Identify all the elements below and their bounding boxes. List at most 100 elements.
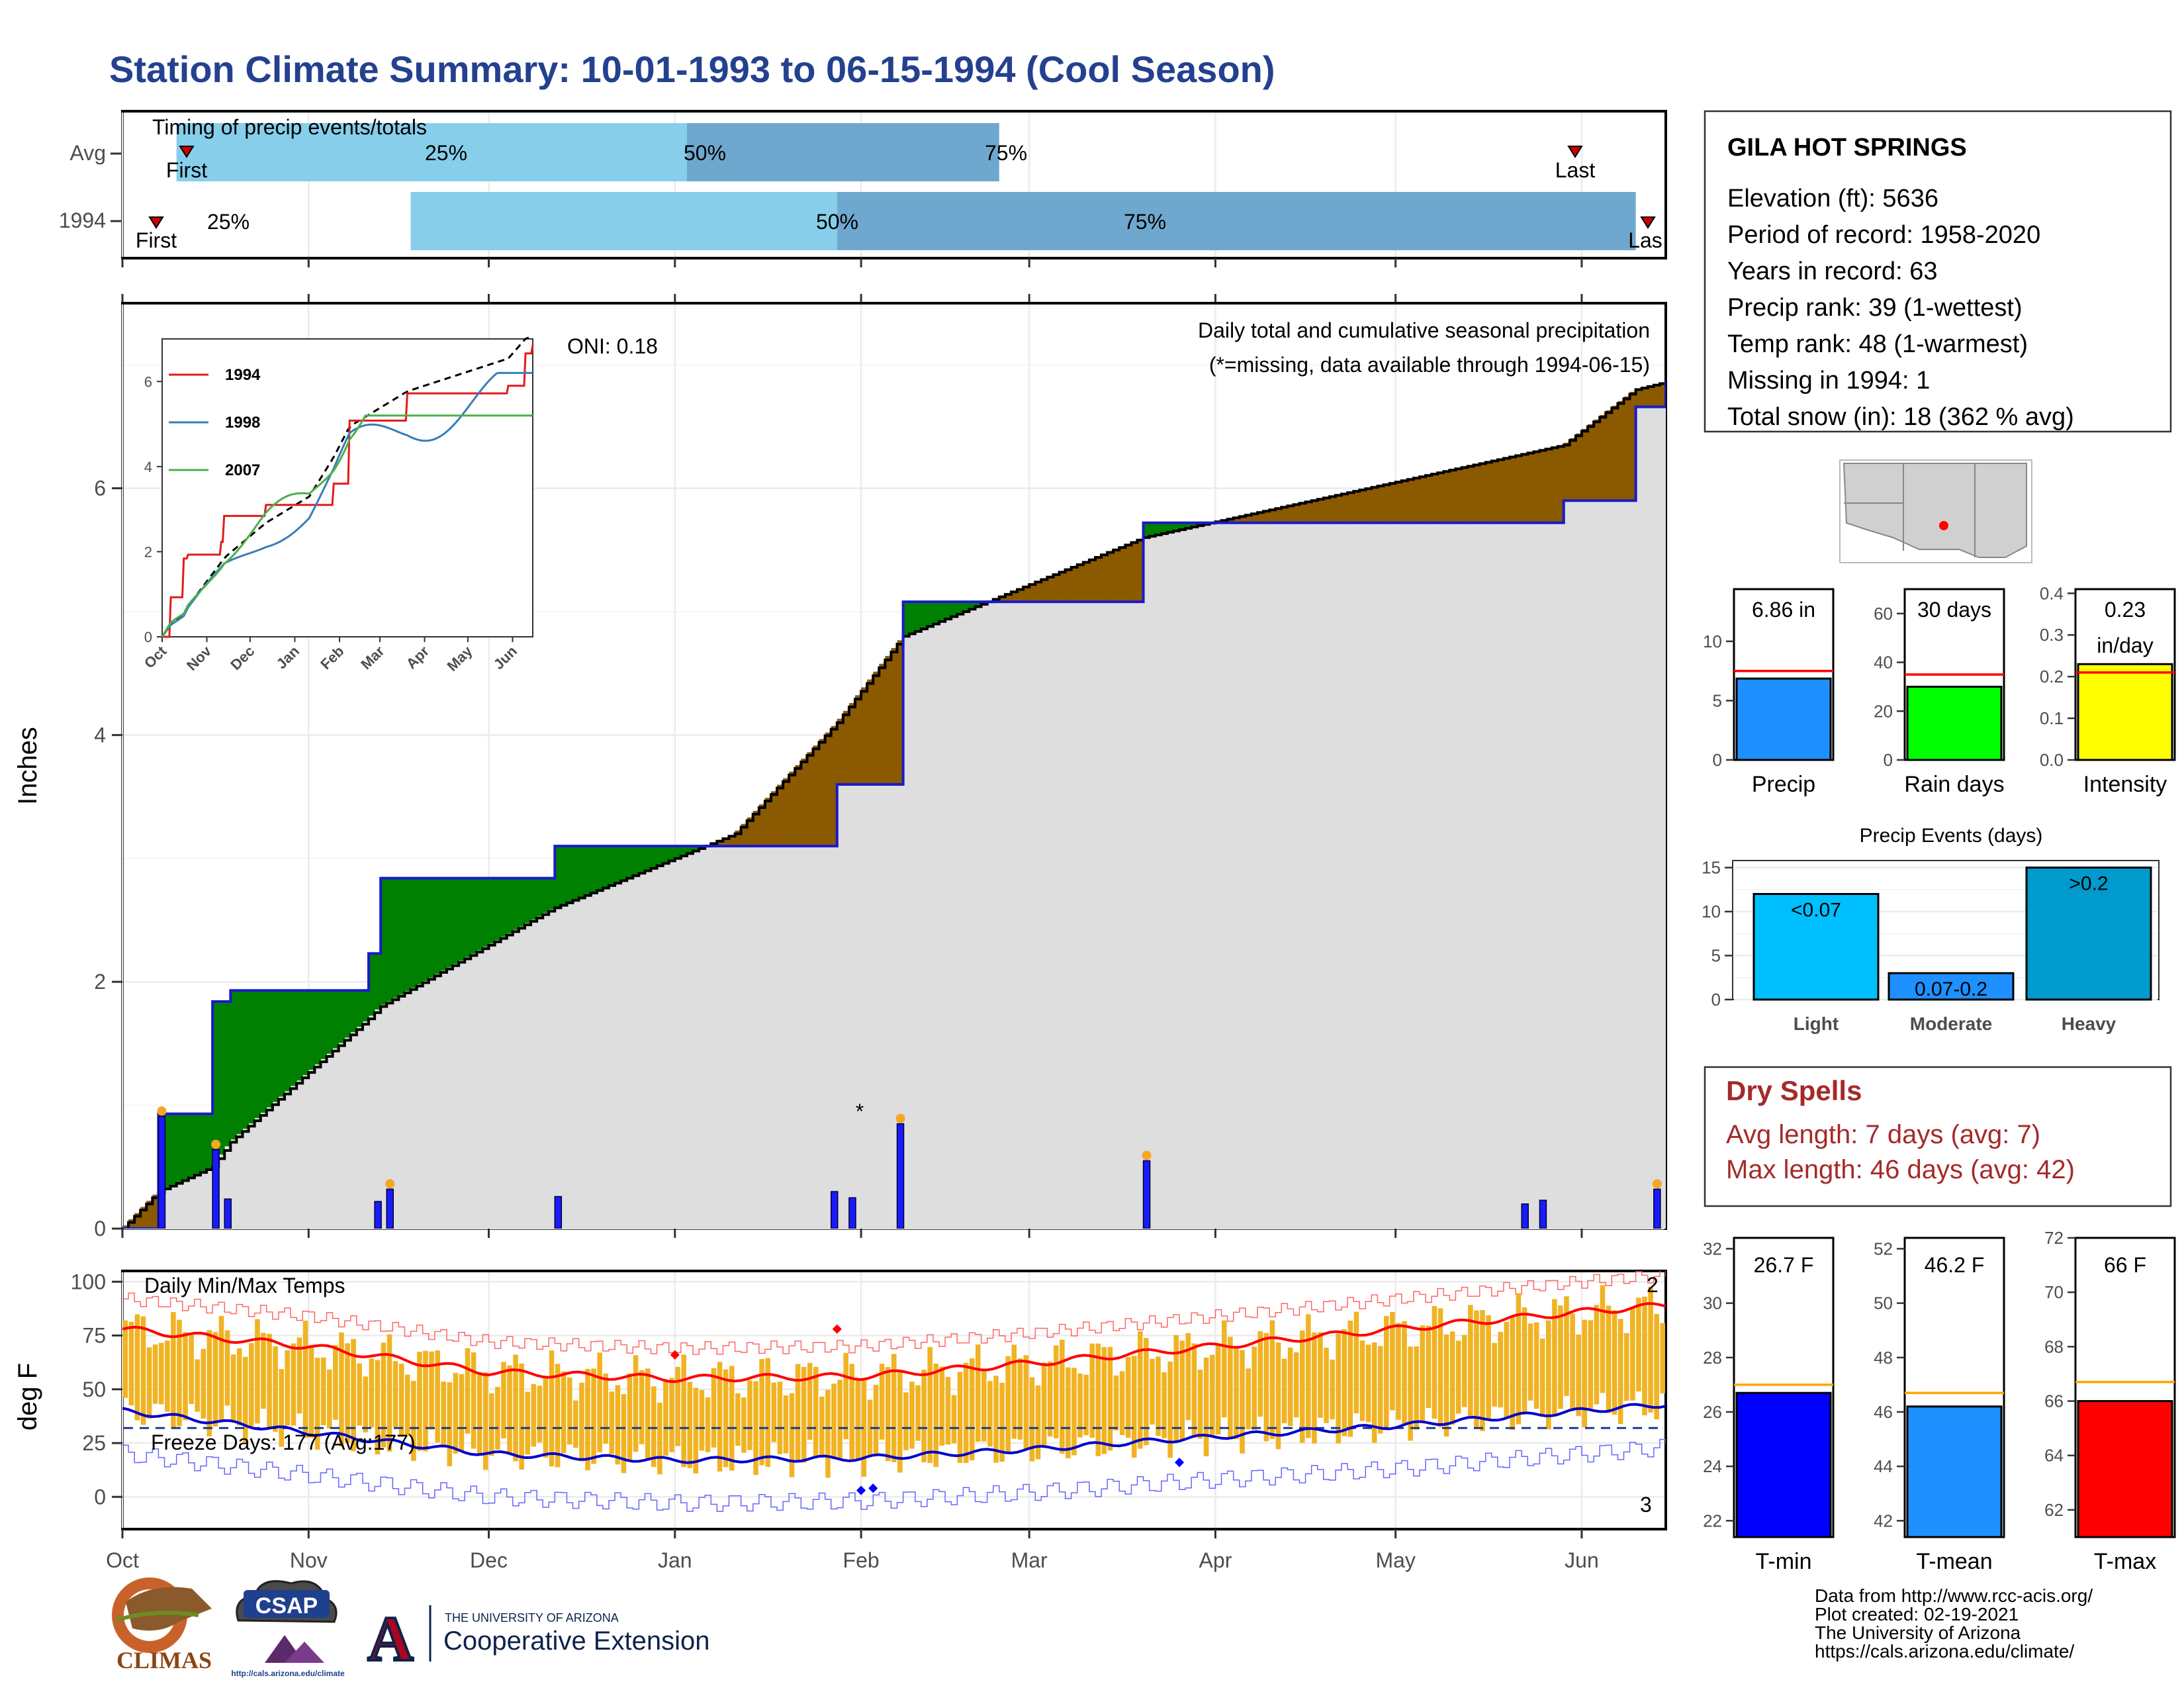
- inset-legend-2007: 2007: [225, 461, 260, 479]
- daily-temp-bar: [465, 1348, 471, 1434]
- inset-average-line: [161, 336, 531, 637]
- wetter-than-average-fill: [584, 846, 592, 894]
- wetter-than-average-fill: [291, 990, 297, 1086]
- rain-days-bar-chart-label: Rain days: [1904, 772, 2004, 797]
- daily-temp-bar: [327, 1369, 332, 1429]
- daily-temp-bar: [189, 1335, 194, 1405]
- precip-events-chart: Precip Events (days) 0 5 10 15 <0.07 Light 0.0…: [1702, 825, 2160, 1034]
- daily-temp-bar: [855, 1378, 861, 1461]
- drier-than-average-fill: [1522, 453, 1528, 523]
- daily-temp-bar: [1095, 1343, 1101, 1456]
- daily-temp-bar: [879, 1364, 885, 1440]
- daily-temp-bar: [1150, 1358, 1155, 1425]
- intensity-bar-chart-tick-label: 0.1: [2040, 708, 2064, 728]
- wetter-than-average-fill: [344, 990, 351, 1038]
- wetter-than-average-fill: [957, 602, 964, 613]
- daily-temp-bar: [230, 1354, 236, 1421]
- wetter-than-average-fill: [278, 990, 285, 1097]
- daily-temp-bar: [783, 1395, 789, 1454]
- daily-temp-bar: [1257, 1331, 1263, 1417]
- drier-than-average-fill: [1335, 494, 1342, 523]
- wetter-than-average-fill: [524, 878, 531, 923]
- drier-than-average-fill: [1107, 551, 1114, 602]
- daily-temp-bar: [1648, 1286, 1653, 1413]
- daily-temp-bar: [122, 1320, 128, 1398]
- daily-temp-bar: [561, 1371, 567, 1454]
- drier-than-average-fill: [1504, 457, 1510, 523]
- drier-than-average-fill: [1065, 568, 1072, 602]
- month-label: Jan: [658, 1548, 692, 1572]
- daily-temp-bar: [296, 1337, 302, 1414]
- drier-than-average-fill: [783, 778, 790, 847]
- drier-than-average-fill: [1545, 448, 1553, 523]
- drier-than-average-fill: [801, 759, 807, 847]
- station-elevation: Elevation (ft): 5636: [1727, 185, 1938, 212]
- drier-than-average-fill: [735, 830, 742, 847]
- drier-than-average-fill: [723, 837, 729, 847]
- timing-bar-q50-q75: [837, 192, 1636, 250]
- tmax-bar-chart-bar: [2077, 1400, 2173, 1538]
- daily-precip-bar: [1142, 1160, 1151, 1229]
- drier-than-average-fill: [1539, 449, 1547, 523]
- daily-temp-bar: [1330, 1359, 1335, 1420]
- precip-panel: 0 2 4 6 Inches ONI: 0.18 Daily total and cu…: [13, 302, 1667, 1241]
- wetter-than-average-fill: [308, 990, 315, 1070]
- temp-ytick-label: 100: [71, 1270, 106, 1293]
- wetter-than-average-fill: [422, 878, 430, 981]
- daily-precip-bar: [224, 1198, 232, 1229]
- drier-than-average-fill: [1239, 516, 1246, 523]
- daily-temp-bar: [963, 1362, 969, 1463]
- precip-ytick-label: 2: [94, 970, 106, 994]
- daily-temp-bar: [1443, 1334, 1449, 1437]
- wetter-than-average-fill: [531, 878, 537, 920]
- wetter-than-average-fill: [381, 878, 387, 1005]
- wetter-than-average-fill: [164, 1113, 171, 1188]
- average-cumulative-line: [122, 381, 1666, 1229]
- drier-than-average-fill: [1533, 451, 1540, 523]
- drier-than-average-fill: [140, 1207, 147, 1229]
- daily-temp-bar: [1371, 1342, 1377, 1443]
- wetter-than-average-fill: [392, 878, 399, 998]
- drier-than-average-fill: [1510, 456, 1516, 523]
- inset-2007-line: [161, 414, 533, 637]
- daily-temp-bar: [1251, 1346, 1257, 1430]
- tmax-bar-chart-tick-label: 68: [2044, 1336, 2064, 1356]
- tmin-bar-chart-tick-label: 26: [1703, 1402, 1722, 1422]
- wetter-than-average-fill: [200, 1113, 207, 1172]
- daily-temp-bar: [212, 1332, 218, 1427]
- daily-temp-bar: [915, 1385, 921, 1441]
- timing-bar-q25-q50: [410, 192, 837, 250]
- drier-than-average-fill: [1588, 424, 1594, 501]
- rain-days-bar-chart-tick-label: 40: [1874, 653, 1893, 673]
- wetter-than-average-fill: [555, 846, 561, 907]
- daily-temp-bar: [1299, 1331, 1305, 1443]
- drier-than-average-fill: [1641, 387, 1649, 407]
- record-low-count: 3: [1640, 1493, 1652, 1517]
- drier-than-average-fill: [1563, 442, 1570, 501]
- daily-temp-bar: [909, 1382, 915, 1449]
- drier-than-average-fill: [1089, 558, 1096, 602]
- precip-bar-chart-tick-label: 0: [1713, 750, 1722, 770]
- daily-temp-bar: [381, 1342, 387, 1448]
- dry-spells-title: Dry Spells: [1726, 1075, 1862, 1106]
- tmin-bar-chart-value-label: 26.7 F: [1754, 1253, 1814, 1277]
- y1994-last-marker: [1640, 216, 1656, 229]
- daily-temp-bar: [1498, 1332, 1504, 1408]
- rain-days-bar-chart-tick-label: 60: [1874, 604, 1893, 624]
- climas-logo-text: CLIMAS: [116, 1647, 212, 1673]
- drier-than-average-fill: [1257, 512, 1264, 523]
- y1994-first-marker: [148, 216, 164, 229]
- drier-than-average-fill: [1413, 477, 1420, 523]
- wetter-than-average-fill: [1185, 522, 1192, 528]
- wetter-than-average-fill: [272, 990, 279, 1102]
- daily-temp-bar: [1222, 1320, 1227, 1418]
- daily-temp-bar: [705, 1397, 711, 1452]
- daily-temp-bar: [1576, 1335, 1581, 1417]
- daily-temp-bar: [1173, 1335, 1179, 1443]
- daily-temp-bar: [987, 1381, 993, 1447]
- events-bar: [1888, 972, 2015, 1001]
- daily-temp-bar: [873, 1384, 879, 1454]
- month-label: Dec: [470, 1548, 508, 1572]
- timing-bar-q25-q50: [176, 123, 687, 181]
- record-low-line: [122, 1438, 1666, 1512]
